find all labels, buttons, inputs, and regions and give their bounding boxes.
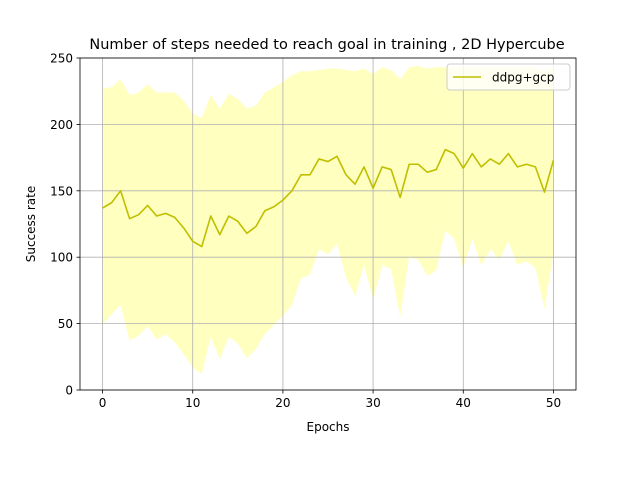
confidence-band-layer (102, 65, 554, 375)
axes-frame (79, 57, 577, 391)
legend: ddpg+gcp (446, 63, 571, 91)
x-tick-label: 30 (365, 396, 380, 410)
x-tick-label: 50 (546, 396, 561, 410)
series-line-ddpg-gcp (102, 148, 555, 248)
y-axis-label: Success rate (24, 186, 38, 263)
y-tick-label: 250 (50, 52, 73, 66)
legend-frame (446, 63, 571, 91)
y-tick-label: 0 (65, 384, 73, 398)
x-tick-label: 10 (185, 396, 200, 410)
x-axis-label: Epochs (307, 420, 350, 434)
y-tick-label: 150 (50, 184, 73, 198)
x-tick-label: 40 (456, 396, 471, 410)
series-line-layer (102, 148, 555, 248)
plot-frame (79, 57, 577, 391)
tick-layer: 0 10 20 30 40 50 0 50 100 150 200 250 (50, 52, 561, 411)
legend-label: ddpg+gcp (492, 71, 554, 85)
y-tick-label: 200 (50, 118, 73, 132)
x-tick-label: 0 (99, 396, 107, 410)
y-tick-label: 100 (50, 251, 73, 265)
y-tick-label: 50 (58, 317, 73, 331)
x-tick-label: 20 (275, 396, 290, 410)
confidence-band (102, 65, 554, 375)
chart-title: Number of steps needed to reach goal in … (89, 37, 564, 53)
